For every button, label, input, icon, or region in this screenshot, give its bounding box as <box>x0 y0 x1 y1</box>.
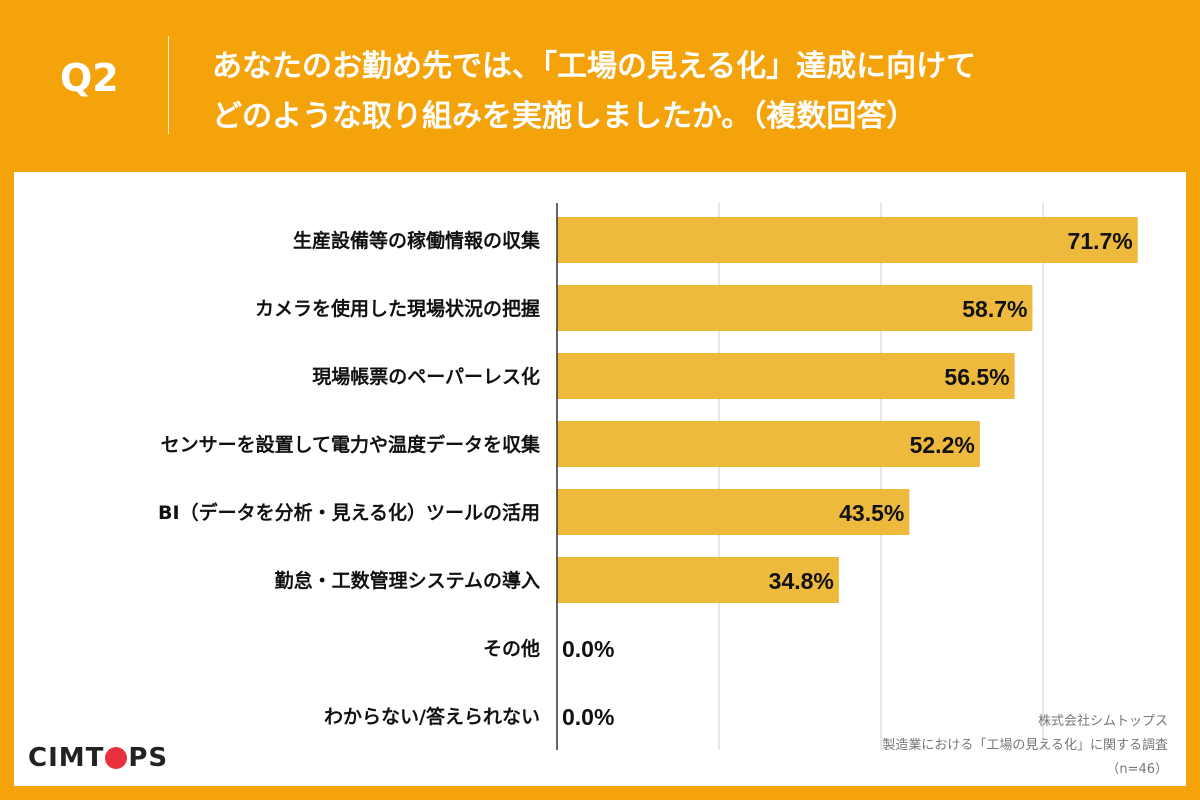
category-label: 生産設備等の稼働情報の収集 <box>293 229 541 252</box>
question-number: Q2 <box>60 56 119 100</box>
value-label: 56.5% <box>944 364 1009 390</box>
bar <box>557 217 1138 263</box>
source-note: 株式会社シムトップス 製造業における「工場の見える化」に関する調査 （n=46） <box>748 710 1168 782</box>
bar <box>557 489 910 535</box>
logo-text-start: CIMT <box>28 743 105 773</box>
question-line-1: あなたのお勤め先では、「工場の見える化」達成に向けて <box>212 49 977 84</box>
category-label: カメラを使用した現場状況の把握 <box>255 297 540 320</box>
source-n: （n=46） <box>1106 762 1168 777</box>
question-text: あなたのお勤め先では、「工場の見える化」達成に向けて どのような取り組みを実施し… <box>212 42 1172 142</box>
bar <box>557 557 839 603</box>
category-label: BI（データを分析・見える化）ツールの活用 <box>158 501 540 524</box>
value-label: 43.5% <box>839 500 904 526</box>
value-label: 34.8% <box>769 568 834 594</box>
source-company: 株式会社シムトップス <box>1037 714 1168 729</box>
cimtops-logo: CIMT PS <box>28 743 168 773</box>
category-label: その他 <box>483 637 540 660</box>
value-label: 0.0% <box>562 636 614 662</box>
chart-panel <box>14 172 1186 786</box>
category-label: 勤怠・工数管理システムの導入 <box>275 569 540 592</box>
bar <box>557 421 980 467</box>
value-label: 0.0% <box>562 704 614 730</box>
logo-text-end: PS <box>128 743 169 773</box>
category-label: センサーを設置して電力や温度データを収集 <box>161 433 541 456</box>
question-line-2: どのような取り組みを実施しましたか。（複数回答） <box>212 99 917 134</box>
value-label: 71.7% <box>1068 228 1133 254</box>
bar <box>557 353 1015 399</box>
category-label: 現場帳票のペーパーレス化 <box>312 365 540 388</box>
value-label: 58.7% <box>962 296 1027 322</box>
header-divider <box>168 36 169 134</box>
source-survey: 製造業における「工場の見える化」に関する調査 <box>882 738 1168 753</box>
category-label: わからない/答えられない <box>324 705 540 728</box>
value-label: 52.2% <box>910 432 975 458</box>
bar <box>557 285 1033 331</box>
logo-dot-icon <box>105 747 128 769</box>
